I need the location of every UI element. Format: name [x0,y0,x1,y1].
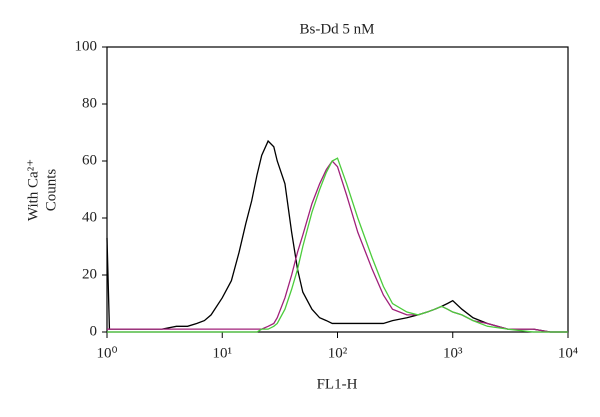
y-axis-label: Counts [43,169,59,212]
x-tick-label: 10³ [443,345,463,361]
x-tick-label: 10⁴ [558,345,578,361]
histogram-line [107,159,568,333]
histogram-line [106,139,568,333]
y-tick-label: 40 [82,209,97,225]
x-tick-label: 10² [328,345,348,361]
y-tick-label: 60 [82,152,97,168]
y-tick-label: 20 [82,266,97,282]
x-axis-label: FL1-H [317,376,358,392]
y-tick-label: 100 [75,38,98,54]
y-tick-label: 80 [82,95,97,111]
histogram-line [107,157,568,333]
chart-title: Bs-Dd 5 nM [299,21,374,37]
x-tick-label: 10¹ [213,345,233,361]
y-tick-label: 0 [90,323,98,339]
plot-frame [106,46,569,333]
y-axis-label: With Ca²⁺ [25,159,41,221]
x-tick-label: 10⁰ [96,345,117,361]
